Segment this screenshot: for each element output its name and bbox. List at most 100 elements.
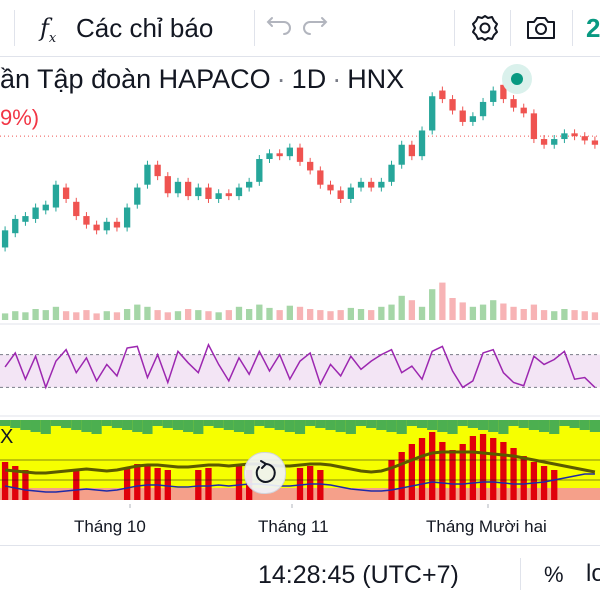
volume-bar (134, 304, 141, 320)
undo-icon[interactable] (260, 10, 296, 46)
toolbar-separator (14, 10, 15, 46)
adx-top-bar (315, 420, 326, 428)
candle-body (317, 170, 324, 185)
candle-body (591, 140, 599, 145)
candle-body (307, 161, 314, 171)
adx-top-bar (325, 420, 336, 430)
adx-top-bar (101, 420, 112, 426)
candle-body (378, 181, 385, 188)
adx-top-bar (264, 420, 275, 428)
redo-icon[interactable] (298, 10, 334, 46)
candle-body (357, 181, 365, 188)
percent-scale-toggle[interactable]: % (544, 562, 564, 587)
adx-top-bar (254, 420, 265, 426)
toolbar-separator (510, 10, 511, 46)
adx-top-bar (132, 420, 143, 432)
candle-body (581, 136, 588, 141)
chart-canvas[interactable] (0, 56, 600, 508)
adx-top-bar (0, 420, 11, 426)
adx-bar (490, 438, 497, 500)
gear-icon[interactable] (467, 10, 503, 46)
candle-body (32, 207, 39, 219)
candle-body (184, 181, 192, 197)
adx-bar (520, 456, 527, 500)
adx-bar (1, 462, 9, 500)
candle-body (62, 187, 70, 199)
toolbar-separator (254, 10, 255, 46)
adx-top-bar (498, 420, 509, 434)
adx-bar (551, 470, 558, 500)
adx-di-line (4, 473, 595, 493)
indicators-button[interactable]: fx Các chỉ báo (36, 8, 246, 48)
adx-top-bar (518, 420, 529, 428)
volume-bar (1, 313, 9, 320)
candle-body (83, 216, 90, 225)
symbol-exchange: HNX (347, 64, 405, 94)
candle-body (42, 204, 49, 211)
adx-top-bar (152, 420, 163, 426)
volume-bar (571, 310, 578, 320)
market-status-indicator[interactable] (502, 64, 532, 94)
candle-body (551, 139, 558, 145)
top-toolbar: fx Các chỉ báo 2 (0, 0, 600, 56)
candle-body (449, 99, 456, 111)
rsi-band (0, 354, 600, 388)
adx-top-bar (183, 420, 194, 432)
replay-button[interactable] (244, 452, 286, 494)
camera-icon[interactable] (523, 10, 559, 46)
candle-body (22, 216, 29, 222)
toolbar-separator (454, 10, 455, 46)
adx-top-bar (20, 420, 31, 430)
adx-top-bar (467, 420, 478, 428)
toolbar-right-text[interactable]: 2 (586, 13, 600, 43)
candle-body (530, 113, 538, 140)
candle-body (52, 184, 60, 208)
toolbar-divider (0, 56, 600, 57)
adx-top-bar (71, 420, 82, 430)
candle-body (93, 224, 100, 231)
indicators-label: Các chỉ báo (76, 13, 214, 43)
log-scale-toggle[interactable]: lo (586, 560, 600, 587)
adx-top-bar (193, 420, 204, 434)
candle-body (388, 164, 395, 182)
volume-bar (581, 311, 588, 320)
candle-body (429, 96, 436, 131)
adx-top-bar (355, 420, 367, 426)
volume-bar (418, 306, 426, 320)
candle-body (266, 153, 273, 160)
volume-bar (246, 309, 253, 320)
adx-bar (296, 468, 304, 500)
volume-bar (591, 312, 599, 320)
volume-bar (144, 306, 151, 320)
adx-top-bar (294, 420, 306, 434)
candle-body (174, 181, 182, 194)
adx-top-bar (40, 420, 51, 434)
adx-top-bar (437, 420, 448, 432)
volume-bar (225, 310, 232, 320)
adx-bar (500, 442, 507, 500)
adx-top-bar (213, 420, 224, 428)
clock-timezone[interactable]: 14:28:45 (UTC+7) (258, 561, 459, 589)
rsi-line (4, 342, 596, 390)
candle-body (164, 176, 171, 194)
adx-bar (429, 432, 436, 500)
adx-top-bar (447, 420, 458, 434)
adx-top-bar (233, 420, 245, 432)
adx-bar (22, 470, 29, 500)
adx-top-bar (406, 420, 417, 426)
adx-bar (12, 466, 19, 500)
adx-top-bar (427, 420, 438, 430)
adx-top-bar (569, 420, 580, 428)
volume-bar (42, 310, 49, 320)
adx-top-bar (457, 420, 468, 426)
candle-body (256, 159, 263, 182)
symbol-legend[interactable]: ần Tập đoàn HAPACO · 1D · HNX (0, 62, 404, 96)
candle-body (144, 164, 151, 185)
time-axis-label: Tháng 11 (258, 517, 329, 536)
volume-bar (113, 312, 121, 320)
candle-body (408, 144, 416, 157)
volume-bar (530, 304, 538, 320)
volume-bar (276, 310, 283, 320)
adx-bar (73, 470, 80, 500)
adx-top-bar (30, 420, 41, 432)
